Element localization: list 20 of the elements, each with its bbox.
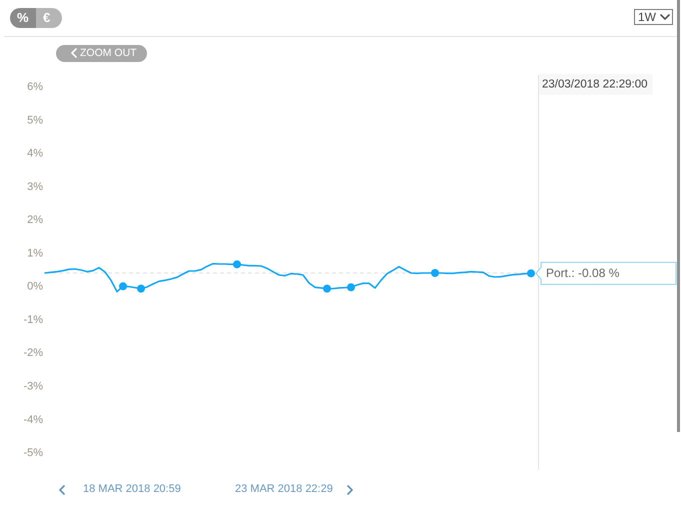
- y-tick-label: 1%: [27, 247, 44, 260]
- text: 23/03/2018 22:29:00: [542, 78, 648, 91]
- y-tick-label: 6%: [27, 81, 44, 94]
- y-tick-label: 2%: [27, 214, 44, 226]
- text: 18 MAR 2018 20:59: [83, 483, 181, 495]
- y-tick-label: 5%: [27, 114, 44, 126]
- text: 23 MAR 2018 22:29: [235, 483, 333, 495]
- text: 1W: [638, 10, 656, 24]
- text: %: [17, 10, 29, 25]
- y-tick-label: -4%: [23, 414, 44, 426]
- y-tick-label: -3%: [23, 380, 44, 392]
- y-tick-label: -1%: [23, 314, 44, 326]
- text: ZOOM OUT: [80, 47, 137, 59]
- text: Port.: -0.08 %: [546, 266, 620, 280]
- y-tick-label: 0%: [27, 280, 44, 293]
- text: €: [43, 10, 50, 25]
- y-tick-label: 3%: [27, 180, 44, 193]
- y-tick-label: -5%: [23, 447, 44, 460]
- y-tick-label: -2%: [23, 347, 44, 360]
- y-tick-label: 4%: [27, 148, 44, 160]
